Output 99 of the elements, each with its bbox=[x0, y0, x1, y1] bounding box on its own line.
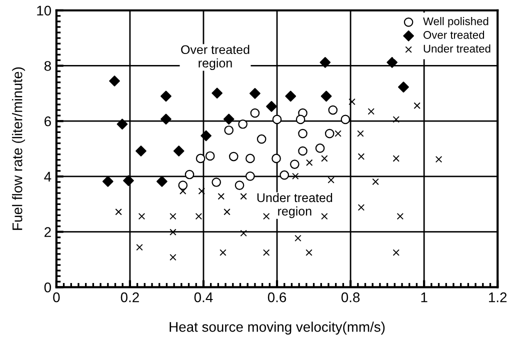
x-tick-label: 0.2 bbox=[120, 292, 139, 302]
point bbox=[334, 130, 342, 137]
point bbox=[180, 188, 186, 194]
y-tick-label: 10 bbox=[37, 6, 52, 16]
x-tick-label: 1.2 bbox=[489, 292, 507, 302]
point bbox=[115, 208, 122, 216]
legend-label: Well polished bbox=[423, 17, 488, 28]
y-tick-label: 6 bbox=[44, 116, 51, 126]
point bbox=[173, 146, 184, 156]
point bbox=[220, 249, 226, 256]
point bbox=[296, 114, 306, 124]
point bbox=[435, 156, 442, 163]
point bbox=[357, 130, 364, 137]
point bbox=[200, 130, 212, 142]
x-tick-label: 0 bbox=[53, 292, 60, 302]
point bbox=[178, 180, 188, 190]
point bbox=[234, 180, 244, 190]
point bbox=[292, 172, 299, 180]
point bbox=[290, 160, 300, 169]
point bbox=[170, 212, 176, 220]
point bbox=[321, 155, 328, 162]
y-tick-label: 8 bbox=[44, 61, 51, 71]
point bbox=[184, 170, 194, 180]
point bbox=[170, 228, 176, 236]
point bbox=[321, 212, 328, 220]
point bbox=[396, 212, 404, 220]
x-tick-label: 0.4 bbox=[194, 292, 213, 302]
point bbox=[328, 105, 338, 115]
point bbox=[136, 244, 143, 251]
annotation: Under treated region bbox=[257, 192, 332, 218]
point bbox=[328, 176, 334, 184]
point bbox=[306, 159, 313, 166]
point bbox=[392, 116, 400, 123]
point bbox=[136, 146, 146, 156]
y-tick-label: 2 bbox=[44, 227, 51, 237]
point bbox=[218, 193, 224, 200]
point bbox=[320, 90, 332, 102]
point bbox=[280, 170, 290, 180]
y-tick-label: 0 bbox=[44, 282, 52, 292]
point bbox=[198, 188, 206, 194]
y-tick-label: 4 bbox=[44, 172, 52, 182]
point bbox=[160, 90, 172, 102]
point bbox=[195, 212, 202, 220]
point bbox=[228, 152, 238, 162]
point bbox=[368, 108, 374, 115]
point bbox=[340, 114, 350, 124]
legend-label: Under treated bbox=[424, 44, 490, 53]
point bbox=[238, 119, 248, 129]
point bbox=[240, 193, 247, 200]
point bbox=[298, 128, 308, 138]
y-axis-title: Fuel flow rate (liter/minute) bbox=[12, 67, 26, 230]
point bbox=[240, 230, 247, 237]
x-axis-title: Heat source moving velocity(mm/s) bbox=[170, 322, 385, 335]
annotation: Over treated region bbox=[181, 44, 250, 70]
point bbox=[298, 146, 308, 156]
point bbox=[262, 249, 270, 256]
point bbox=[392, 249, 400, 256]
point bbox=[224, 208, 230, 216]
point bbox=[272, 154, 281, 164]
point bbox=[315, 144, 325, 153]
point bbox=[272, 114, 282, 124]
point bbox=[212, 88, 223, 99]
point bbox=[324, 128, 334, 138]
point bbox=[212, 178, 222, 187]
point bbox=[123, 175, 134, 186]
point bbox=[358, 204, 365, 211]
point bbox=[398, 82, 409, 92]
point bbox=[205, 151, 215, 161]
point bbox=[358, 153, 365, 160]
point bbox=[160, 114, 172, 125]
point bbox=[294, 234, 302, 242]
point bbox=[246, 172, 255, 181]
point bbox=[170, 254, 176, 261]
point bbox=[156, 176, 168, 187]
point bbox=[250, 88, 260, 99]
point bbox=[285, 90, 296, 102]
point bbox=[266, 100, 277, 112]
point bbox=[306, 249, 312, 256]
point bbox=[372, 178, 379, 186]
point bbox=[414, 102, 420, 109]
point bbox=[116, 118, 128, 130]
point bbox=[196, 154, 206, 164]
point bbox=[246, 154, 255, 164]
point bbox=[250, 108, 260, 118]
point bbox=[256, 134, 266, 144]
x-tick-label: 1 bbox=[421, 292, 428, 302]
point bbox=[109, 76, 120, 86]
point bbox=[386, 56, 398, 68]
legend-label: Over treated bbox=[424, 30, 484, 39]
point bbox=[392, 155, 400, 162]
point bbox=[138, 212, 146, 220]
point bbox=[223, 114, 234, 125]
point bbox=[262, 212, 270, 220]
point bbox=[320, 56, 331, 68]
x-tick-label: 0.8 bbox=[341, 292, 360, 302]
x-tick-label: 0.6 bbox=[268, 292, 286, 302]
point bbox=[102, 176, 114, 187]
point bbox=[348, 98, 356, 106]
point bbox=[224, 126, 234, 135]
